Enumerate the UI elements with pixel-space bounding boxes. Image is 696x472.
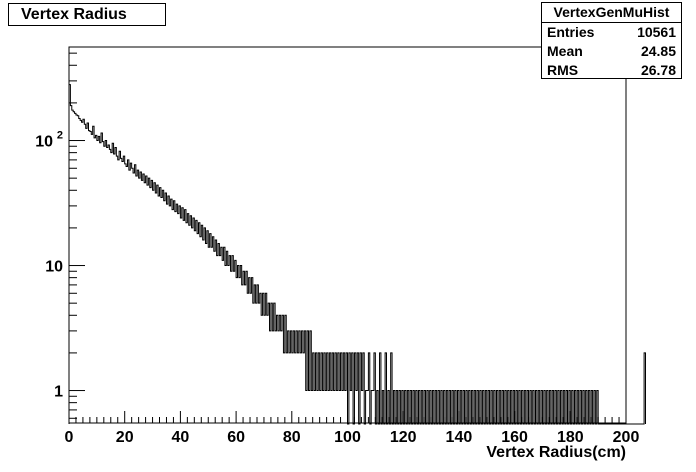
- stats-value: 26.78: [640, 62, 676, 78]
- x-axis-title: Vertex Radius(cm): [486, 444, 626, 461]
- histogram-line: [68, 84, 646, 425]
- stats-title: VertexGenMuHist: [542, 3, 681, 23]
- chart-title: Vertex Radius: [8, 3, 166, 26]
- y-tick-label: 10: [45, 259, 63, 276]
- stats-row-entries: Entries 10561: [542, 23, 681, 42]
- x-tick-label: 80: [283, 429, 301, 446]
- y-tick-label: 10: [35, 134, 53, 151]
- x-tick-label: 20: [116, 429, 134, 446]
- x-tick-label: 40: [172, 429, 190, 446]
- stats-row-mean: Mean 24.85: [542, 42, 681, 61]
- stats-box: VertexGenMuHist Entries 10561 Mean 24.85…: [541, 2, 682, 79]
- stats-value: 10561: [637, 24, 676, 40]
- x-tick-label: 160: [501, 429, 528, 446]
- x-tick-label: 180: [557, 429, 584, 446]
- stats-label: RMS: [547, 62, 579, 78]
- stats-row-rms: RMS 26.78: [542, 61, 681, 80]
- stats-label: Entries: [547, 24, 595, 40]
- y-tick-exponent: 2: [57, 130, 63, 142]
- x-tick-label: 140: [446, 429, 473, 446]
- axis-ticks: 0 20 40 60 80 100 120 140 160 180 200 1 10 10 2: [35, 52, 640, 446]
- x-tick-label: 0: [65, 429, 74, 446]
- x-tick-label: 200: [613, 429, 640, 446]
- y-tick-label: 1: [54, 384, 63, 401]
- x-tick-label: 100: [334, 429, 361, 446]
- x-tick-label: 120: [390, 429, 417, 446]
- x-tick-label: 60: [227, 429, 245, 446]
- stats-label: Mean: [547, 43, 583, 59]
- stats-value: 24.85: [640, 43, 676, 59]
